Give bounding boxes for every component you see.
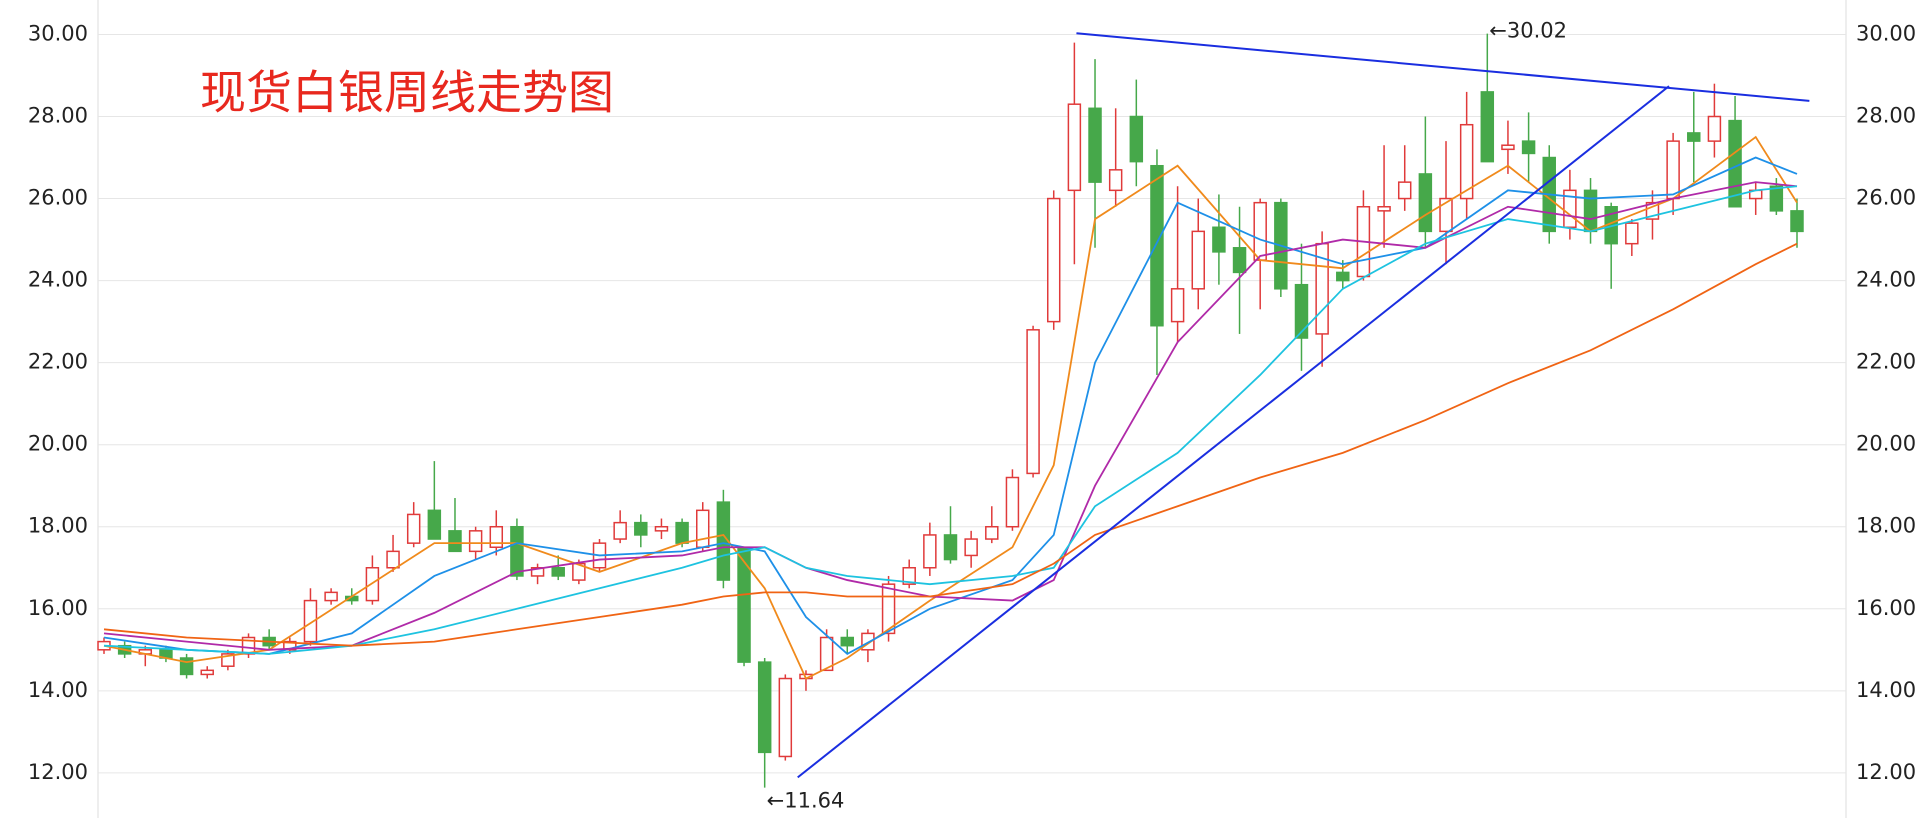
candle-body xyxy=(1232,247,1247,274)
candle-body xyxy=(1645,201,1660,220)
annotation: ←30.02 xyxy=(1489,19,1567,43)
candle-body xyxy=(654,525,669,532)
candle-body xyxy=(634,521,648,536)
candle-body xyxy=(819,636,834,672)
moving-average-line xyxy=(103,135,1798,680)
candle-body xyxy=(1294,283,1309,339)
moving-average-line xyxy=(103,181,1798,651)
y2-tick-label: 20.00 xyxy=(1856,432,1916,456)
candle-body xyxy=(406,513,421,544)
y-tick-label: 28.00 xyxy=(28,104,88,128)
candle-body xyxy=(840,636,855,647)
candle-body xyxy=(1501,144,1515,151)
candle-body xyxy=(881,583,896,635)
candle-body xyxy=(757,661,772,754)
candle-body xyxy=(489,525,504,548)
candle-body xyxy=(1687,132,1701,142)
y-tick-label: 22.00 xyxy=(28,350,88,374)
candle-body xyxy=(1067,103,1082,192)
candle-body xyxy=(1377,206,1391,212)
candle-body xyxy=(303,599,318,643)
candle-body xyxy=(448,530,462,553)
candle-body xyxy=(1397,181,1412,200)
candle-body xyxy=(902,567,916,585)
candle-body xyxy=(613,521,627,540)
candle-body xyxy=(1129,115,1144,163)
candle-body xyxy=(1583,189,1598,233)
candle-body xyxy=(943,534,958,561)
y-tick-label: 24.00 xyxy=(28,268,88,292)
candle-body xyxy=(468,530,483,553)
candle-body xyxy=(179,657,194,676)
y2-tick-label: 28.00 xyxy=(1856,104,1916,128)
candle-body xyxy=(427,509,442,540)
y2-tick-label: 14.00 xyxy=(1856,678,1916,702)
candle-body xyxy=(1026,329,1040,475)
candle-body xyxy=(923,534,937,569)
chart-title: 现货白银周线走势图 xyxy=(200,66,614,120)
candle-body xyxy=(386,550,400,569)
y2-tick-label: 16.00 xyxy=(1856,596,1916,620)
candle-body xyxy=(1212,226,1226,253)
y2-tick-label: 26.00 xyxy=(1856,186,1916,210)
y2-tick-label: 30.00 xyxy=(1856,21,1916,45)
moving-average-line xyxy=(103,156,1798,656)
candle-body xyxy=(1666,140,1680,200)
candle-body xyxy=(1336,271,1350,282)
candle-body xyxy=(283,640,297,651)
candle-body xyxy=(510,525,524,577)
y2-tick-label: 24.00 xyxy=(1856,268,1916,292)
candle-body xyxy=(1707,115,1722,142)
y-tick-label: 30.00 xyxy=(28,21,88,45)
candle-body xyxy=(1088,107,1102,183)
annotation: ←11.64 xyxy=(767,789,845,813)
candle-body xyxy=(1521,140,1536,155)
y-tick-label: 18.00 xyxy=(28,514,88,538)
trend-line xyxy=(797,85,1670,779)
candle-body xyxy=(1790,210,1804,233)
candle-body xyxy=(1046,197,1061,323)
candle-body xyxy=(778,677,793,758)
candle-body xyxy=(716,501,731,581)
candle-body xyxy=(737,546,751,663)
y-tick-label: 16.00 xyxy=(28,596,88,620)
y-tick-label: 14.00 xyxy=(28,678,88,702)
candle-body xyxy=(1150,164,1164,327)
moving-average-line xyxy=(103,185,1798,655)
moving-average-line xyxy=(103,242,1798,647)
candle-body xyxy=(964,538,978,557)
trend-line xyxy=(1076,32,1810,102)
candle-body xyxy=(1108,169,1123,192)
candle-body xyxy=(1005,476,1020,528)
candle-body xyxy=(551,567,565,577)
y-tick-label: 20.00 xyxy=(28,432,88,456)
y2-tick-label: 22.00 xyxy=(1856,350,1916,374)
y2-tick-label: 12.00 xyxy=(1856,760,1916,784)
candle-body xyxy=(241,636,256,655)
candle-body xyxy=(1459,123,1474,200)
candle-body xyxy=(1769,185,1784,212)
candle-body xyxy=(221,653,235,667)
candle-body xyxy=(1563,189,1577,229)
y-tick-label: 12.00 xyxy=(28,760,88,784)
candle-body xyxy=(324,591,338,602)
candle-body xyxy=(675,521,689,544)
y-tick-label: 26.00 xyxy=(28,186,88,210)
y2-tick-label: 18.00 xyxy=(1856,514,1916,538)
candle-body xyxy=(696,509,710,548)
candle-body xyxy=(530,567,545,577)
candle-body xyxy=(1170,288,1185,323)
candle-body xyxy=(200,669,214,676)
candle-body xyxy=(1191,230,1205,290)
candle-body xyxy=(861,632,875,651)
candle-body xyxy=(1253,201,1267,261)
candle-body xyxy=(985,525,999,540)
candle-body xyxy=(1480,91,1495,163)
candle-body xyxy=(1625,222,1639,245)
candle-body xyxy=(572,562,586,581)
candle-body xyxy=(1418,173,1433,233)
candle-body xyxy=(1439,197,1453,233)
